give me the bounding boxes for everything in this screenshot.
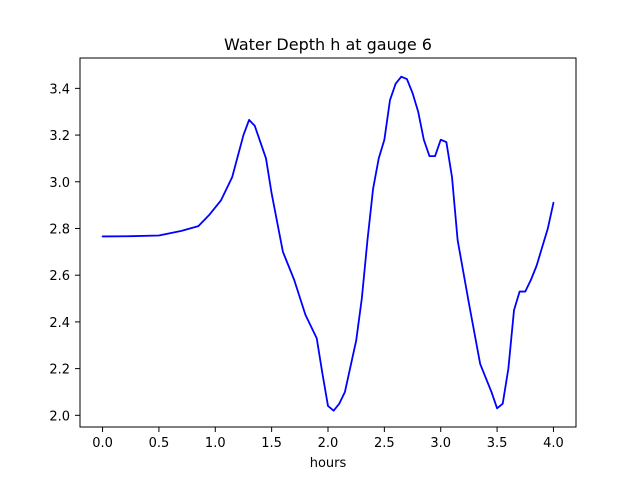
- plot-frame: [79, 57, 577, 428]
- y-tick-label: 2.2: [49, 363, 70, 378]
- y-tick-label: 3.4: [49, 82, 70, 97]
- x-tick-label: 3.0: [430, 436, 451, 451]
- y-tick-label: 2.0: [49, 409, 70, 424]
- x-tick-label: 0.0: [92, 436, 113, 451]
- x-tick-label: 2.0: [318, 436, 339, 451]
- y-tick-label: 3.0: [49, 176, 70, 191]
- tick-layer: [75, 87, 554, 432]
- y-tick-label: 2.6: [49, 269, 70, 284]
- series-line: [101, 75, 555, 412]
- series-layer: [101, 75, 555, 412]
- y-tick-label: 3.2: [49, 129, 70, 144]
- tick-label-layer: 0.0 0.5 1.0 1.5 2.0 2.5 3.0 3.5 4.0 2.0 2.2 2.4 2.6 2…: [49, 82, 563, 451]
- x-tick-label: 1.5: [261, 436, 282, 451]
- x-tick-label: 3.5: [487, 436, 508, 451]
- x-tick-label: 2.5: [374, 436, 395, 451]
- x-tick-label: 4.0: [543, 436, 564, 451]
- chart-title: Water Depth h at gauge 6: [224, 35, 432, 54]
- y-tick-label: 2.4: [49, 316, 70, 331]
- x-tick-label: 1.0: [205, 436, 226, 451]
- y-tick-label: 2.8: [49, 222, 70, 237]
- x-axis-label: hours: [310, 456, 347, 471]
- x-tick-label: 0.5: [149, 436, 170, 451]
